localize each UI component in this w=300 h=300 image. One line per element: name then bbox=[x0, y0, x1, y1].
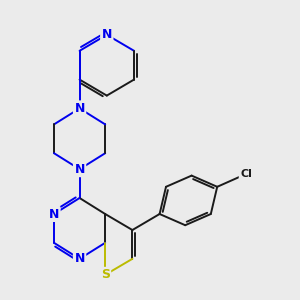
Text: Cl: Cl bbox=[240, 169, 252, 179]
Text: N: N bbox=[49, 208, 59, 220]
Text: S: S bbox=[101, 268, 110, 281]
Text: N: N bbox=[74, 102, 85, 115]
Text: N: N bbox=[74, 252, 85, 265]
Text: N: N bbox=[74, 163, 85, 176]
Text: N: N bbox=[102, 28, 112, 41]
